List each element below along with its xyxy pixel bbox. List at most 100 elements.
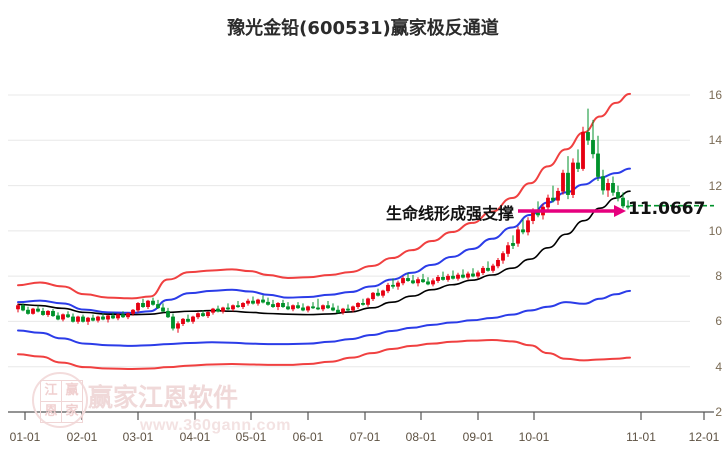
candle-body: [251, 300, 255, 304]
candle-body: [76, 316, 80, 322]
candle-body: [131, 309, 135, 314]
candle-body: [221, 307, 225, 312]
candle-body: [16, 305, 20, 310]
candle-body: [351, 306, 355, 311]
candle-body: [466, 273, 470, 278]
candle-body: [586, 132, 590, 141]
candle-body: [481, 267, 485, 274]
candle-body: [411, 280, 415, 284]
candle-body: [266, 301, 270, 305]
arrow-head: [614, 205, 626, 217]
y-axis-tick: 8: [715, 269, 722, 284]
watermark-logo-char: 江: [40, 380, 62, 402]
candle-body: [86, 317, 90, 322]
candle-body: [331, 307, 335, 311]
band-midline: [17, 190, 631, 316]
candle-body: [211, 308, 215, 313]
candle-body: [366, 298, 370, 305]
candle-body: [106, 315, 110, 320]
x-axis-tick: 07-01: [349, 430, 381, 444]
band-lower_outer_band: [17, 338, 631, 370]
candle-body: [496, 259, 500, 267]
candle-body: [66, 314, 70, 318]
candle-body: [381, 290, 385, 296]
candle-body: [41, 310, 45, 315]
candle-body: [611, 183, 615, 193]
candle-body: [196, 313, 200, 318]
candle-body: [551, 197, 555, 201]
band-upper_outer_band: [17, 92, 631, 300]
y-axis-tick: 12: [708, 178, 722, 193]
candle-body: [526, 220, 530, 233]
candle-body: [426, 281, 430, 285]
watermark-logo-char: 赢: [61, 380, 83, 402]
candle-body: [416, 279, 420, 284]
y-axis-tick: 4: [715, 359, 722, 374]
x-axis-tick: 05-01: [235, 430, 267, 444]
x-axis-tick: 06-01: [292, 430, 324, 444]
annotation-arrow: [518, 205, 626, 217]
candle-body: [46, 310, 50, 315]
candle-body: [51, 310, 55, 317]
candle-body: [601, 176, 605, 191]
x-axis-tick: 09-01: [462, 430, 494, 444]
x-axis-tick: 08-01: [405, 430, 437, 444]
candle-body: [311, 306, 315, 309]
candle-body: [521, 229, 525, 233]
candle-body: [231, 305, 235, 310]
candle-body: [116, 314, 120, 319]
candle-body: [121, 314, 125, 318]
candle-body: [371, 292, 375, 300]
candle-body: [206, 312, 210, 317]
candle-body: [171, 316, 175, 329]
y-axis-tick: 14: [708, 133, 722, 148]
x-axis: [8, 411, 714, 420]
candle-body: [161, 307, 165, 312]
candle-body: [246, 300, 250, 304]
candle-body: [436, 276, 440, 281]
candlesticks: [16, 108, 630, 333]
candle-body: [576, 162, 580, 169]
candle-body: [571, 162, 575, 195]
candle-body: [306, 306, 310, 311]
y-axis-tick: 6: [715, 314, 722, 329]
watermark-url: www.360gann.com: [140, 417, 291, 434]
candle-body: [446, 275, 450, 280]
candle-body: [181, 318, 185, 324]
candle-body: [396, 282, 400, 287]
candle-body: [421, 279, 425, 283]
x-axis-tick: 03-01: [122, 430, 154, 444]
candle-body: [256, 299, 260, 304]
candle-body: [566, 172, 570, 195]
x-axis-tick: 12-01: [688, 430, 720, 444]
candle-body: [226, 307, 230, 310]
candle-body: [406, 278, 410, 281]
candle-body: [201, 313, 205, 317]
candle-body: [91, 317, 95, 321]
candle-body: [346, 308, 350, 311]
candle-body: [146, 300, 150, 308]
candle-body: [281, 303, 285, 308]
candle-body: [556, 190, 560, 201]
candle-body: [531, 212, 535, 221]
candle-body: [321, 305, 325, 310]
annotation-label: 生命线形成强支撑: [386, 204, 515, 223]
candle-body: [336, 309, 340, 313]
candle-body: [431, 280, 435, 285]
x-axis-tick: 02-01: [66, 430, 98, 444]
candle-body: [621, 197, 625, 207]
watermark-brand: 赢家江恩软件: [88, 383, 239, 412]
channel-bands: [17, 92, 631, 370]
candle-body: [316, 307, 320, 310]
candle-body: [301, 307, 305, 311]
candle-body: [56, 315, 60, 320]
candle-body: [216, 308, 220, 312]
candle-body: [376, 292, 380, 296]
candle-body: [126, 313, 130, 318]
y-axis-tick: 2: [715, 405, 722, 419]
x-axis-tick: 04-01: [179, 430, 211, 444]
candle-body: [606, 183, 610, 191]
candle-body: [111, 315, 115, 319]
candle-body: [36, 308, 40, 312]
